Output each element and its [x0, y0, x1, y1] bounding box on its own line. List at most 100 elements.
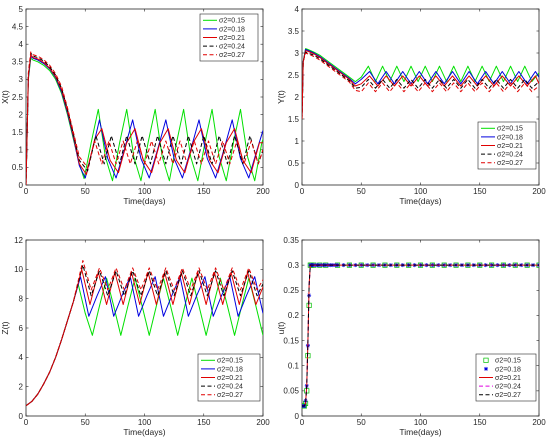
x-tick-label: 100: [414, 418, 428, 427]
y-tick-label: 0.05: [283, 387, 299, 396]
series-line-5: [26, 51, 263, 185]
y-tick-label: 0.15: [283, 336, 299, 345]
y-tick-label: 0.1: [288, 362, 300, 371]
y-axis-label: Z(t): [0, 321, 10, 334]
y-tick-label: 3.5: [288, 27, 300, 36]
y-tick-label: 4: [19, 40, 24, 49]
legend-label: σ2=0.27: [495, 392, 521, 399]
y-tick-label: 1.5: [288, 115, 300, 124]
y-tick-label: 2: [19, 110, 24, 119]
y-tick-label: 0: [295, 181, 300, 190]
y-tick-label: 0: [295, 412, 300, 421]
x-tick-label: 200: [532, 418, 546, 427]
chart-1: 0 50 100 150 200 0 0.5 1 1.5 2 2.5 3 3.5 4 4.5 5 Time(da…: [0, 5, 270, 206]
y-tick-label: 3.5: [12, 58, 24, 67]
y-tick-label: 0.25: [283, 286, 299, 295]
series-group: [302, 48, 539, 120]
x-tick-label: 200: [532, 187, 546, 196]
legend-swatch: [483, 357, 489, 363]
y-tick-label: 0.5: [288, 159, 300, 168]
legend-box: [199, 13, 259, 62]
x-tick-label: 100: [138, 187, 152, 196]
y-tick-label: 0.3: [288, 261, 300, 270]
y-tick-label: 2: [295, 93, 300, 102]
legend-label: σ2=0.18: [217, 366, 243, 373]
series-group: [26, 51, 263, 185]
y-tick-label: 4.5: [12, 22, 24, 31]
y-axis-label: u(t): [276, 321, 286, 334]
x-tick-label: 150: [473, 187, 487, 196]
x-tick-label: 50: [357, 418, 366, 427]
x-axis-label: Time(days): [123, 427, 165, 437]
x-tick-label: 0: [300, 418, 305, 427]
y-axis-label: X(t): [0, 90, 10, 104]
y-tick-label: 3: [19, 75, 24, 84]
series-line-3: [26, 54, 263, 185]
y-tick-label: 0.35: [283, 236, 299, 245]
x-tick-label: 0: [24, 187, 29, 196]
y-tick-label: 6: [19, 324, 24, 333]
x-tick-label: 100: [138, 418, 152, 427]
legend-label: σ2=0.24: [497, 152, 523, 159]
x-tick-label: 0: [24, 418, 29, 427]
legend-label: σ2=0.27: [217, 392, 243, 399]
x-tick-label: 150: [473, 418, 487, 427]
y-tick-label: 0.5: [12, 163, 24, 172]
chart-3: 0 50 100 150 200 0 2 4 6 8 10 12 Time(days) Z(t) σ2=0.…: [0, 236, 270, 437]
x-tick-label: 50: [357, 187, 366, 196]
chart-2: 0 50 100 150 200 0 0.5 1 1.5 2 2.5 3 3.5 4 Time(days) Y…: [276, 5, 546, 206]
series-group: [302, 262, 539, 409]
y-tick-label: 0: [19, 412, 24, 421]
y-tick-label: 3: [295, 49, 300, 58]
y-tick-label: 2: [19, 382, 24, 391]
x-tick-label: 200: [256, 418, 270, 427]
x-axis-label: Time(days): [399, 427, 441, 437]
legend-label: σ2=0.18: [495, 366, 521, 373]
legend-label: σ2=0.21: [495, 375, 521, 382]
x-tick-label: 100: [414, 187, 428, 196]
series-group: [26, 260, 263, 407]
x-axis-label: Time(days): [123, 196, 165, 206]
legend-label: σ2=0.24: [495, 384, 521, 391]
legend-label: σ2=0.21: [497, 143, 523, 150]
series-line-5: [26, 260, 263, 407]
y-tick-label: 1: [19, 146, 24, 155]
series-line-4: [26, 52, 263, 185]
legend-label: σ2=0.27: [497, 160, 523, 167]
series-line-5: [302, 52, 539, 120]
series-line-2: [302, 48, 539, 120]
series-line-3: [302, 50, 539, 120]
x-tick-label: 50: [81, 418, 90, 427]
chart-4: 0 50 100 150 200 0 0.05 0.1 0.15 0.2 0.25 0.3 0.35 Ti…: [276, 236, 546, 437]
y-tick-label: 12: [14, 236, 23, 245]
legend-label: σ2=0.21: [219, 35, 245, 42]
x-axis-label: Time(days): [399, 196, 441, 206]
legend-label: σ2=0.15: [219, 18, 245, 25]
legend-label: σ2=0.24: [217, 384, 243, 391]
y-tick-label: 1: [295, 137, 300, 146]
legend-label: σ2=0.24: [219, 44, 245, 51]
y-tick-label: 5: [19, 5, 24, 14]
legend-label: σ2=0.27: [219, 52, 245, 59]
y-tick-label: 1.5: [12, 128, 24, 137]
x-tick-label: 0: [300, 187, 305, 196]
legend-label: σ2=0.15: [497, 126, 523, 133]
legend-label: σ2=0.15: [495, 358, 521, 365]
legend-label: σ2=0.15: [217, 358, 243, 365]
y-tick-label: 4: [19, 353, 24, 362]
legend-label: σ2=0.18: [219, 26, 245, 33]
y-tick-label: 2.5: [12, 93, 24, 102]
x-tick-label: 200: [256, 187, 270, 196]
series-line-1: [302, 48, 539, 120]
series-line-1: [26, 57, 263, 185]
legend-label: σ2=0.18: [497, 134, 523, 141]
series-line-4: [302, 51, 539, 120]
y-axis-label: Y(t): [276, 90, 286, 104]
legend-label: σ2=0.21: [217, 375, 243, 382]
x-tick-label: 150: [197, 187, 211, 196]
